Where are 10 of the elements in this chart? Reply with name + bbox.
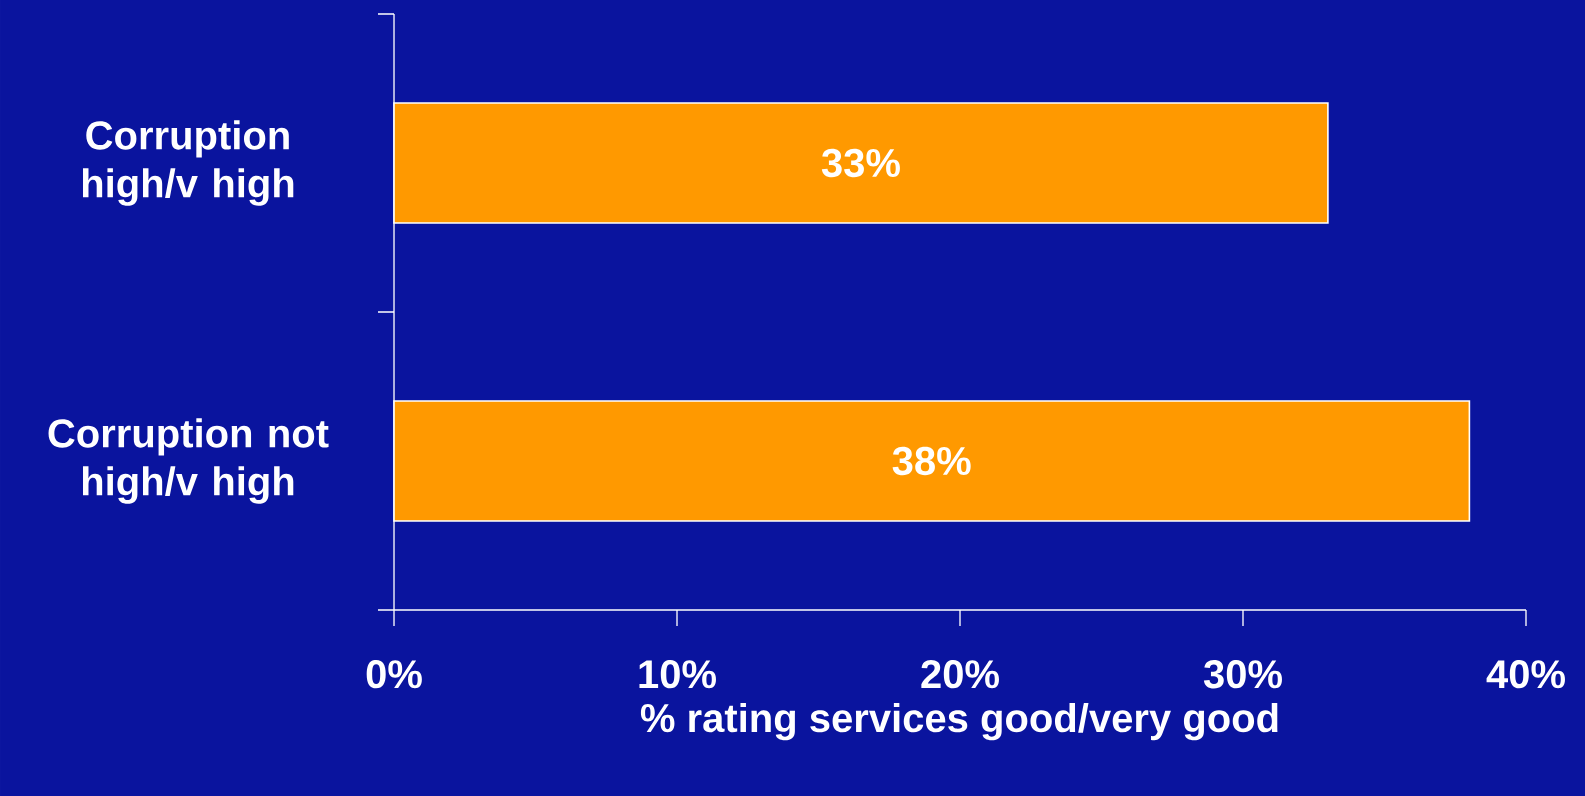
y-tick-label: Corruption not high/v high [48, 418, 329, 504]
x-tick-label: 20% [921, 660, 999, 689]
y-tick-label: Corruption high/v high [83, 120, 294, 206]
x-tick-label: 10% [639, 660, 716, 689]
x-axis-title: % rating services good/very good [640, 702, 1278, 741]
data-label: 33% [821, 148, 900, 178]
x-tick-label: 30% [1203, 660, 1282, 689]
data-label: 38% [892, 446, 971, 476]
x-tick-label: 40% [1486, 660, 1565, 689]
x-tick-label: 0% [366, 660, 422, 689]
